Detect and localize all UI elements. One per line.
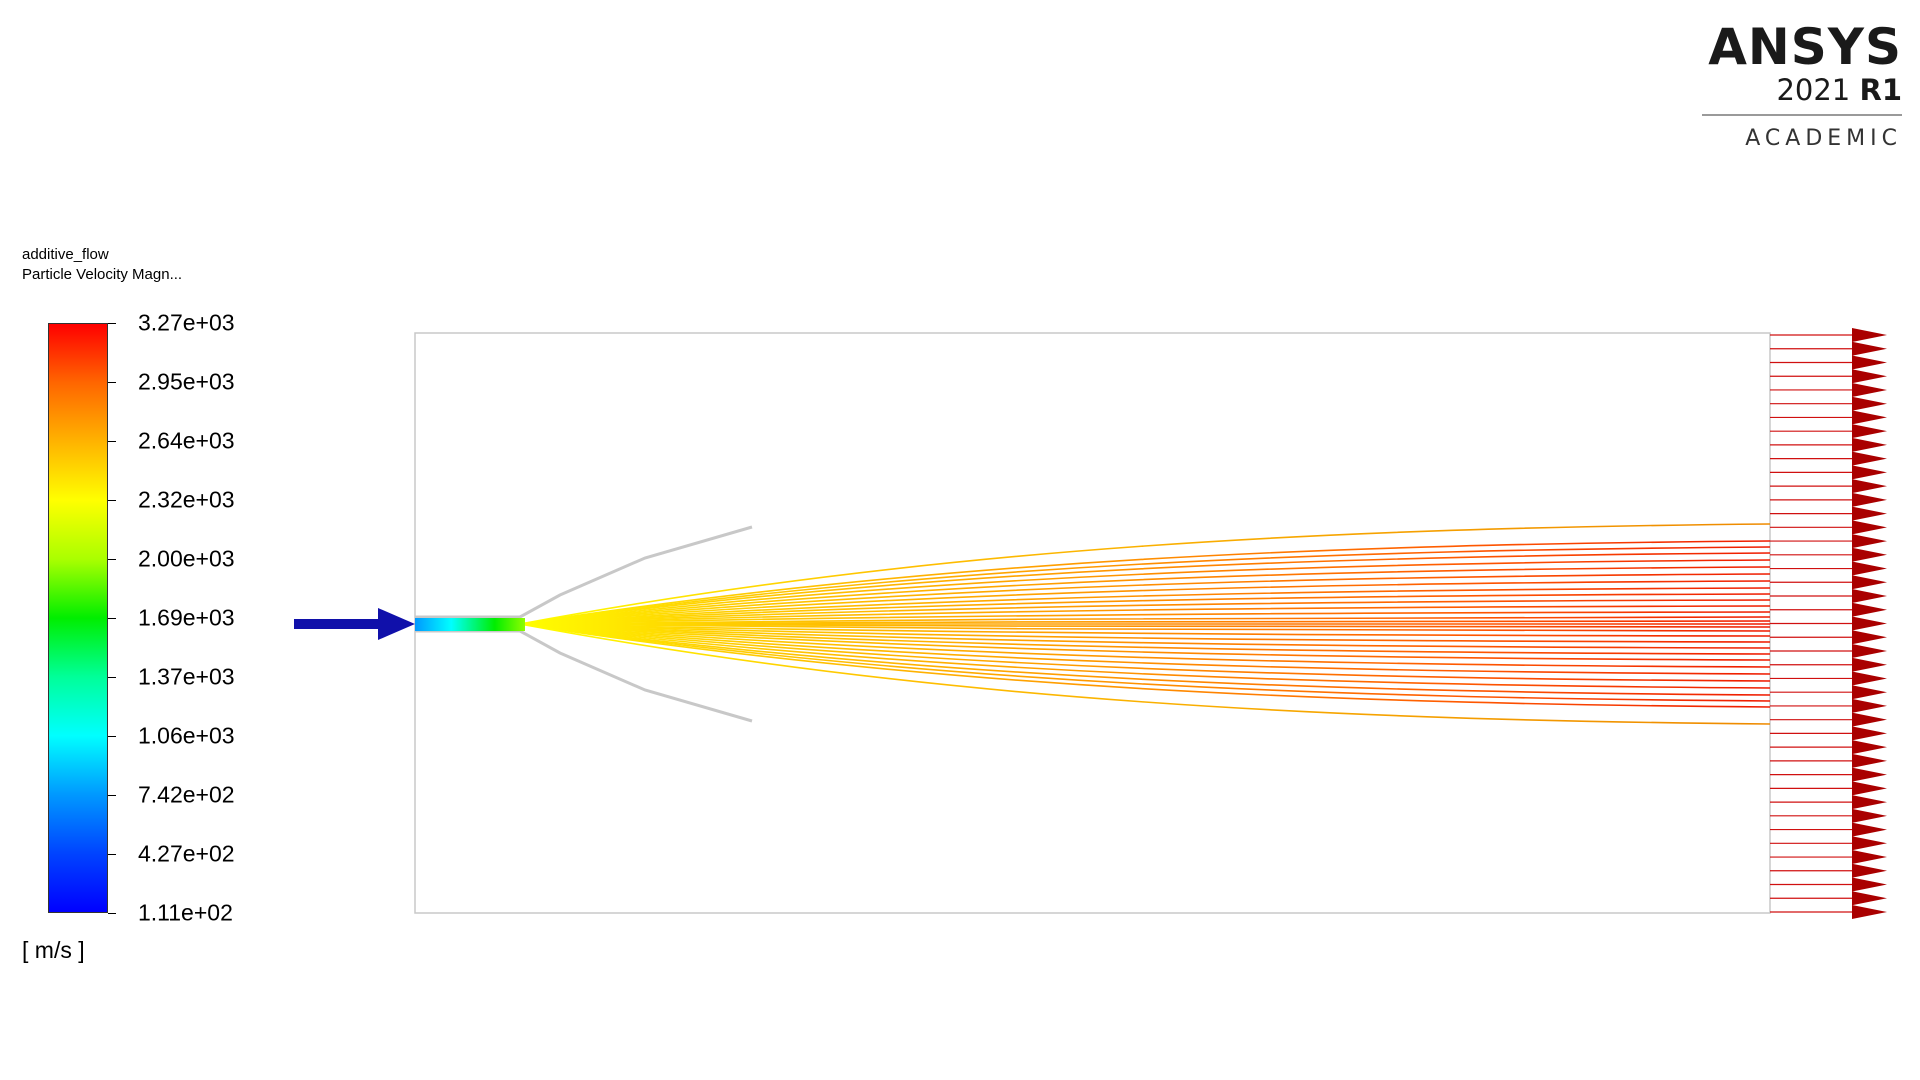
outlet-arrow-head [1852, 589, 1887, 603]
outlet-arrow-head [1852, 809, 1887, 823]
nozzle-wall-lower [415, 631, 752, 721]
outlet-arrow-head [1852, 520, 1887, 534]
outlet-arrow-head [1852, 452, 1887, 466]
outlet-arrow-head [1852, 878, 1887, 892]
outlet-arrow-head [1852, 768, 1887, 782]
outlet-arrow-head [1852, 754, 1887, 768]
outlet-arrow-head [1852, 507, 1887, 521]
outlet-arrow-head [1852, 534, 1887, 548]
outlet-arrow-head [1852, 699, 1887, 713]
outlet-arrow-head [1852, 575, 1887, 589]
outlet-arrow-head [1852, 479, 1887, 493]
particle-tracks [520, 524, 1770, 724]
outlet-arrow-head [1852, 795, 1887, 809]
outlet-arrow-head [1852, 562, 1887, 576]
outlet-arrow-head [1852, 726, 1887, 740]
outlet-arrow-head [1852, 438, 1887, 452]
inlet-arrow-head [378, 608, 415, 640]
outlet-arrow-head [1852, 836, 1887, 850]
outlet-arrow-head [1852, 891, 1887, 905]
outlet-arrow-head [1852, 410, 1887, 424]
outlet-arrow-head [1852, 823, 1887, 837]
outlet-arrow-head [1852, 548, 1887, 562]
outlet-arrow-head [1852, 493, 1887, 507]
outlet-arrow-head [1852, 355, 1887, 369]
outlet-arrow-head [1852, 424, 1887, 438]
outlet-arrow-head [1852, 369, 1887, 383]
outlet-arrow-head [1852, 671, 1887, 685]
outlet-arrow-head [1852, 603, 1887, 617]
outlet-arrow-head [1852, 397, 1887, 411]
inlet-jet [415, 618, 525, 631]
outlet-arrow-head [1852, 905, 1887, 919]
outlet-arrow-head [1852, 630, 1887, 644]
outlet-arrow-head [1852, 644, 1887, 658]
outlet-arrow-head [1852, 685, 1887, 699]
outlet-arrow-head [1852, 781, 1887, 795]
outlet-arrow-head [1852, 617, 1887, 631]
inlet-arrow-shaft [294, 619, 384, 629]
outlet-boundary-arrows [1770, 328, 1887, 919]
outlet-arrow-head [1852, 328, 1887, 342]
outlet-arrow-head [1852, 713, 1887, 727]
outlet-arrow-head [1852, 465, 1887, 479]
outlet-arrow-head [1852, 850, 1887, 864]
outlet-arrow-head [1852, 864, 1887, 878]
outlet-arrow-head [1852, 342, 1887, 356]
inlet-arrow [294, 608, 415, 640]
outlet-arrow-head [1852, 383, 1887, 397]
nozzle-wall-upper [415, 527, 752, 617]
outlet-arrow-head [1852, 658, 1887, 672]
outlet-arrow-head [1852, 740, 1887, 754]
